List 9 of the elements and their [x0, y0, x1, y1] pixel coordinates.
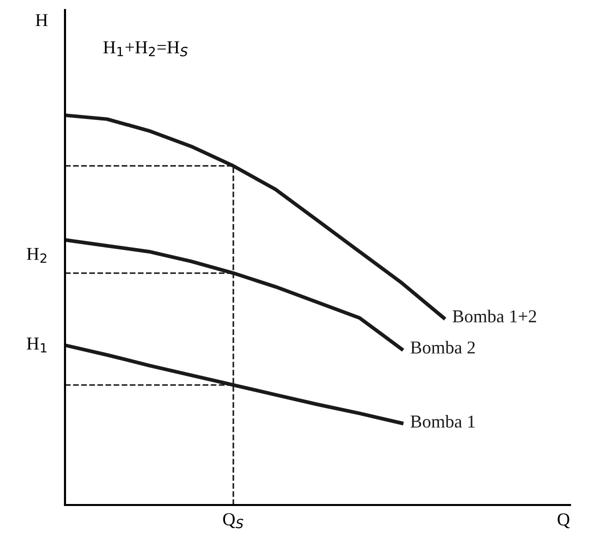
- text: Q$_{S}$: [223, 513, 244, 528]
- series-label: Bomba 2: [410, 340, 475, 354]
- x-axis-title: Q: [558, 513, 570, 528]
- text: H$_{1}$+H$_{2}$=H$_{S}$: [103, 41, 188, 56]
- series-label: Bomba 1+2: [452, 310, 536, 322]
- text: H$_{1}$: [26, 338, 46, 352]
- text: H: [36, 14, 48, 26]
- series-label: Bomba 1: [410, 414, 475, 428]
- text: H$_{2}$: [26, 248, 46, 263]
